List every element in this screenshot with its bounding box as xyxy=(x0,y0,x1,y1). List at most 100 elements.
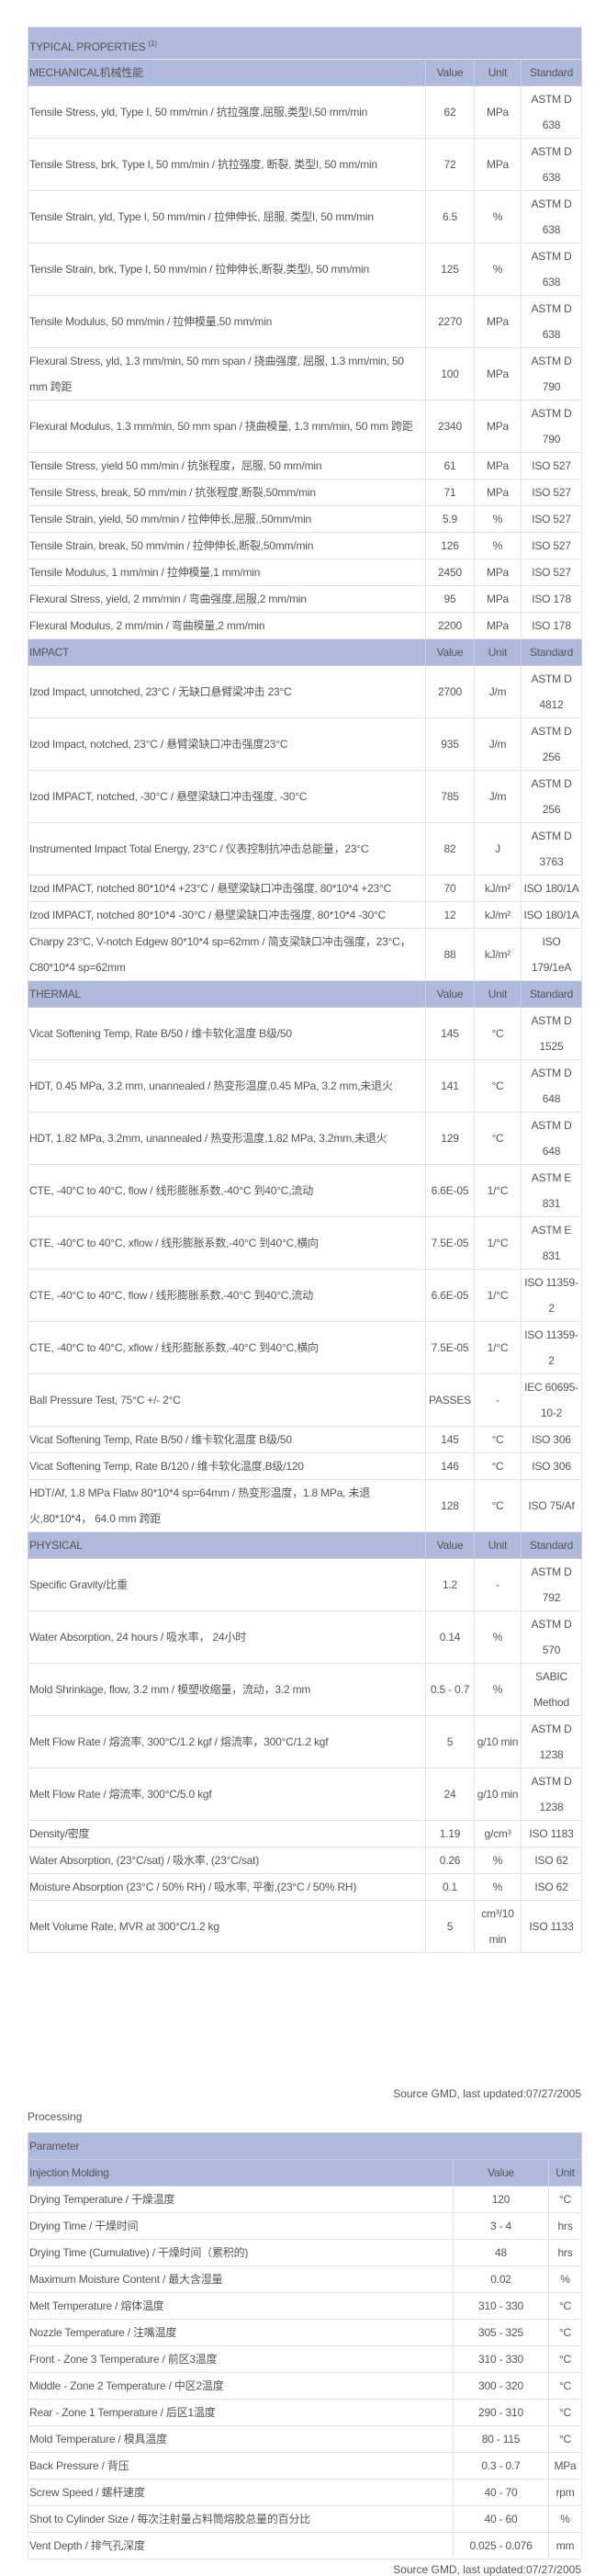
property-value: 0.26 xyxy=(425,1847,475,1874)
parameter-unit: °C xyxy=(548,2372,582,2400)
property-unit: % xyxy=(474,1873,522,1901)
table-row: Vent Depth / 排气孔深度 0.025 - 0.076 mm xyxy=(28,2532,582,2559)
property-standard: ASTM D 638 xyxy=(520,138,583,191)
property-name: Melt Flow Rate / 熔流率, 300°C/1.2 kgf / 熔流… xyxy=(28,1715,426,1768)
property-value: 2340 xyxy=(425,400,475,453)
property-standard: ASTM D 256 xyxy=(520,717,583,771)
table-row: Ball Pressure Test, 75°C +/- 2°C PASSES - I… xyxy=(28,1373,583,1427)
table-row: HDT/Af, 1.8 MPa Flatw 80*10*4 sp=64mm / … xyxy=(28,1479,583,1532)
property-name: Mold Shrinkage, flow, 3.2 mm / 模塑收缩量，流动，… xyxy=(28,1663,426,1716)
table-row: Izod IMPACT, notched 80*10*4 -30°C / 悬壁梁… xyxy=(28,901,583,929)
property-name: Izod IMPACT, notched 80*10*4 -30°C / 悬壁梁… xyxy=(28,901,426,929)
parameter-value: 40 - 70 xyxy=(453,2479,549,2506)
parameter-unit: hrs xyxy=(548,2212,582,2240)
property-standard: ISO 62 xyxy=(520,1847,583,1874)
table-row: Tensile Modulus, 50 mm/min / 拉伸模量,50 mm/… xyxy=(28,295,583,348)
property-name: Water Absorption, (23°C/sat) / 吸水率, (23°… xyxy=(28,1847,426,1874)
table-row: Instrumented Impact Total Energy, 23°C /… xyxy=(28,822,583,876)
property-value: 145 xyxy=(425,1426,475,1453)
property-value: 88 xyxy=(425,928,475,981)
property-standard: ISO 527 xyxy=(520,532,583,559)
property-name: Specific Gravity/比重 xyxy=(28,1558,426,1611)
table-row: Flexural Stress, yield, 2 mm/min / 弯曲强度,… xyxy=(28,585,583,613)
table-row: Specific Gravity/比重 1.2- ASTM D 792 xyxy=(28,1558,583,1611)
property-unit: MPa xyxy=(474,347,522,401)
property-name: Izod IMPACT, notched, -30°C / 悬壁梁缺口冲击强度,… xyxy=(28,770,426,823)
property-name: Vicat Softening Temp, Rate B/50 / 维卡软化温度… xyxy=(28,1426,426,1453)
table-row: Melt Flow Rate / 熔流率, 300°C/5.0 kgf 24 g/1… xyxy=(28,1768,583,1821)
property-name: Izod Impact, unnotched, 23°C / 无缺口悬臂梁冲击 … xyxy=(28,665,426,718)
parameter-unit: MPa xyxy=(548,2452,582,2480)
property-standard: ASTM D 790 xyxy=(520,347,583,401)
table-row: Moisture Absorption (23°C / 50% RH) / 吸水… xyxy=(28,1873,583,1901)
table-row: Maximum Moisture Content / 最大含湿量 0.02% xyxy=(28,2265,582,2293)
table-row: Middle - Zone 2 Temperature / 中区2温度 300 -… xyxy=(28,2372,582,2400)
property-name: CTE, -40°C to 40°C, flow / 线形膨胀系数,-40°C … xyxy=(28,1269,426,1322)
property-standard: ASTM D 648 xyxy=(520,1059,583,1113)
property-name: Tensile Stress, brk, Type I, 50 mm/min /… xyxy=(28,138,426,191)
property-value: 7.5E-05 xyxy=(425,1321,475,1374)
property-unit: °C xyxy=(474,1479,522,1532)
table-title-row: TYPICAL PROPERTIES (1) xyxy=(27,27,583,60)
property-name: CTE, -40°C to 40°C, xflow / 线形膨胀系数,-40°C… xyxy=(28,1321,426,1374)
section-header-row: PHYSICAL Value Unit Standard xyxy=(28,1531,583,1559)
property-value: 61 xyxy=(425,452,475,480)
property-standard: ASTM E 831 xyxy=(520,1216,583,1270)
property-name: Flexural Stress, yield, 2 mm/min / 弯曲强度,… xyxy=(28,585,426,613)
parameter-name: Vent Depth / 排气孔深度 xyxy=(28,2532,454,2559)
parameter-value: 300 - 320 xyxy=(453,2372,549,2400)
table-row: Drying Time / 干燥时间 3 - 4 hrs xyxy=(28,2212,582,2240)
column-header-unit: Unit xyxy=(474,980,522,1008)
parameter-value: 290 - 310 xyxy=(453,2399,549,2426)
property-value: 6.5 xyxy=(425,190,475,243)
property-standard: ASTM D 792 xyxy=(520,1558,583,1611)
property-unit: MPa xyxy=(474,85,522,139)
section-name: IMPACT xyxy=(28,638,426,666)
property-unit: MPa xyxy=(474,400,522,453)
table-row: Drying Time (Cumulative) / 干燥时间（累积的) 48 hr… xyxy=(28,2239,582,2266)
parameter-unit: rpm xyxy=(548,2479,582,2506)
property-standard: ASTM D 4812 xyxy=(520,665,583,718)
column-header-value: Value xyxy=(425,1531,475,1559)
property-standard: ASTM D 1525 xyxy=(520,1007,583,1060)
property-name: Tensile Strain, brk, Type I, 50 mm/min /… xyxy=(28,243,426,296)
property-standard: ISO 527 xyxy=(520,479,583,506)
table-row: Tensile Stress, yld, Type I, 50 mm/min /… xyxy=(28,85,583,139)
property-name: Flexural Modulus, 2 mm/min / 弯曲模量,2 mm/m… xyxy=(28,612,426,639)
table-row: Izod Impact, unnotched, 23°C / 无缺口悬臂梁冲击 … xyxy=(28,665,583,718)
property-standard: ASTM D 638 xyxy=(520,295,583,348)
property-unit: MPa xyxy=(474,585,522,613)
parameter-unit: mm xyxy=(548,2532,582,2559)
property-standard: ASTM D 3763 xyxy=(520,822,583,876)
property-name: Moisture Absorption (23°C / 50% RH) / 吸水… xyxy=(28,1873,426,1901)
property-unit: MPa xyxy=(474,559,522,586)
property-value: 2700 xyxy=(425,665,475,718)
property-unit: - xyxy=(474,1373,522,1427)
property-standard: ISO 306 xyxy=(520,1452,583,1480)
parameter-value: 0.3 - 0.7 xyxy=(453,2452,549,2480)
property-standard: ISO 178 xyxy=(520,612,583,639)
section-header-row: IMPACT Value Unit Standard xyxy=(28,638,583,666)
property-name: Vicat Softening Temp, Rate B/120 / 维卡软化温… xyxy=(28,1452,426,1480)
property-unit: % xyxy=(474,505,522,533)
property-standard: SABIC Method xyxy=(520,1663,583,1716)
table-row: Front - Zone 3 Temperature / 前区3温度 310 - … xyxy=(28,2345,582,2373)
parameter-unit: °C xyxy=(548,2399,582,2426)
column-header-standard: Standard xyxy=(520,59,583,86)
property-standard: IEC 60695-10-2 xyxy=(520,1373,583,1427)
property-name: Tensile Strain, break, 50 mm/min / 拉伸伸长,… xyxy=(28,532,426,559)
section-header-row: THERMAL Value Unit Standard xyxy=(28,980,583,1008)
property-unit: % xyxy=(474,190,522,243)
property-standard: ASTM D 256 xyxy=(520,770,583,823)
property-standard: ASTM D 638 xyxy=(520,85,583,139)
table-row: Density/密度 1.19 g/cm³ ISO 1183 xyxy=(28,1820,583,1847)
property-value: 0.5 - 0.7 xyxy=(425,1663,475,1716)
column-header-unit: Unit xyxy=(548,2159,582,2186)
table-row: Mold Shrinkage, flow, 3.2 mm / 模塑收缩量，流动，… xyxy=(28,1663,583,1716)
property-name: Tensile Strain, yield, 50 mm/min / 拉伸伸长,… xyxy=(28,505,426,533)
parameter-name: Back Pressure / 背压 xyxy=(28,2452,454,2480)
property-unit: % xyxy=(474,1847,522,1874)
column-header-standard: Standard xyxy=(520,638,583,666)
table-row: Izod IMPACT, notched 80*10*4 +23°C / 悬壁梁… xyxy=(28,875,583,902)
property-name: HDT, 0.45 MPa, 3.2 mm, unannealed / 热变形温… xyxy=(28,1059,426,1113)
